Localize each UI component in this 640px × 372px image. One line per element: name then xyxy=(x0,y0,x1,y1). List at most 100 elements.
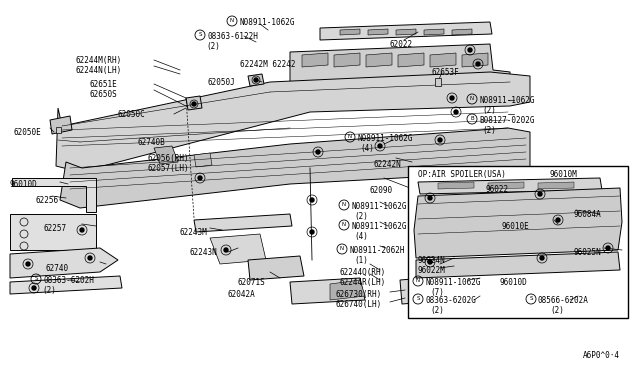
Circle shape xyxy=(538,192,542,196)
Circle shape xyxy=(428,196,432,200)
Polygon shape xyxy=(210,234,266,264)
Circle shape xyxy=(316,150,320,154)
Circle shape xyxy=(254,78,258,82)
Polygon shape xyxy=(50,116,72,134)
Text: 62244R(LH): 62244R(LH) xyxy=(340,278,387,287)
Text: N: N xyxy=(342,222,346,228)
Text: 626740(LH): 626740(LH) xyxy=(336,300,382,309)
Circle shape xyxy=(454,110,458,114)
Text: 62056(RH): 62056(RH) xyxy=(148,154,189,163)
Text: S: S xyxy=(529,296,532,301)
Text: S: S xyxy=(198,32,202,38)
Text: 62050J: 62050J xyxy=(207,78,235,87)
Polygon shape xyxy=(194,153,212,167)
Text: 626730(RH): 626730(RH) xyxy=(336,290,382,299)
Text: N08911-1062G: N08911-1062G xyxy=(479,96,534,105)
Text: 96024N: 96024N xyxy=(418,256,445,265)
Text: N08911-2062H: N08911-2062H xyxy=(349,246,404,255)
Text: 62050C: 62050C xyxy=(118,110,146,119)
Circle shape xyxy=(26,262,30,266)
Text: 62071S: 62071S xyxy=(238,278,266,287)
Text: N08911-1062G: N08911-1062G xyxy=(351,222,406,231)
Circle shape xyxy=(476,62,480,66)
Circle shape xyxy=(198,176,202,180)
Text: 62244N(LH): 62244N(LH) xyxy=(75,66,121,75)
Text: N: N xyxy=(416,279,420,283)
Circle shape xyxy=(192,102,196,106)
Text: 96010M: 96010M xyxy=(549,170,577,179)
Circle shape xyxy=(378,144,382,148)
Text: 62740: 62740 xyxy=(46,264,69,273)
Text: 96010D: 96010D xyxy=(500,278,528,287)
Polygon shape xyxy=(488,182,524,189)
Text: N: N xyxy=(342,202,346,208)
Text: N: N xyxy=(340,247,344,251)
Polygon shape xyxy=(438,182,474,189)
FancyBboxPatch shape xyxy=(408,166,628,318)
Polygon shape xyxy=(320,22,492,40)
Polygon shape xyxy=(452,29,472,35)
Text: N08911-1062G: N08911-1062G xyxy=(357,134,413,143)
Circle shape xyxy=(606,246,610,250)
Bar xyxy=(435,78,441,86)
Text: 62257: 62257 xyxy=(44,224,67,233)
Text: N08911-1062G: N08911-1062G xyxy=(239,18,294,27)
Polygon shape xyxy=(424,29,444,35)
Text: 96084A: 96084A xyxy=(574,210,602,219)
Text: 62653F: 62653F xyxy=(432,68,460,77)
Text: A6P0^0·4: A6P0^0·4 xyxy=(583,351,620,360)
Polygon shape xyxy=(454,280,482,298)
Text: 62243N: 62243N xyxy=(190,248,218,257)
Polygon shape xyxy=(462,53,488,67)
Circle shape xyxy=(32,286,36,290)
Text: 62022: 62022 xyxy=(390,40,413,49)
Polygon shape xyxy=(60,128,530,208)
Text: 08363-6202H: 08363-6202H xyxy=(43,276,94,285)
Polygon shape xyxy=(366,53,392,67)
Text: OP:AIR SPOILER(USA): OP:AIR SPOILER(USA) xyxy=(418,170,506,179)
Circle shape xyxy=(310,230,314,234)
Circle shape xyxy=(310,198,314,202)
Circle shape xyxy=(450,96,454,100)
Text: 62243M: 62243M xyxy=(180,228,208,237)
Polygon shape xyxy=(414,188,622,258)
Circle shape xyxy=(556,218,560,222)
Polygon shape xyxy=(340,29,360,35)
Text: 62042A: 62042A xyxy=(228,290,256,299)
Polygon shape xyxy=(248,74,264,86)
Text: 62242N: 62242N xyxy=(374,160,402,169)
Text: (2): (2) xyxy=(482,106,496,115)
Text: 62256: 62256 xyxy=(36,196,59,205)
Text: 62090: 62090 xyxy=(370,186,393,195)
Text: 62740B: 62740B xyxy=(138,138,166,147)
Text: B08127-0202G: B08127-0202G xyxy=(479,116,534,125)
Polygon shape xyxy=(302,53,328,67)
Text: 96010E: 96010E xyxy=(502,222,530,231)
Text: 62242M 62242: 62242M 62242 xyxy=(240,60,296,69)
Bar xyxy=(56,127,61,133)
Text: S: S xyxy=(416,296,420,301)
Text: S: S xyxy=(35,276,38,282)
Text: 62650S: 62650S xyxy=(90,90,118,99)
Text: 62057(LH): 62057(LH) xyxy=(148,164,189,173)
Text: 08363-6122H: 08363-6122H xyxy=(207,32,258,41)
Polygon shape xyxy=(418,178,602,194)
Text: 08566-6202A: 08566-6202A xyxy=(538,296,589,305)
Polygon shape xyxy=(154,146,178,164)
Polygon shape xyxy=(430,53,456,67)
Polygon shape xyxy=(186,96,202,110)
Text: (2): (2) xyxy=(354,212,368,221)
Polygon shape xyxy=(538,182,574,189)
Text: (2): (2) xyxy=(482,126,496,135)
Text: N08911-1062G: N08911-1062G xyxy=(351,202,406,211)
Polygon shape xyxy=(248,256,304,280)
Text: (7): (7) xyxy=(430,288,444,297)
Text: N: N xyxy=(348,135,352,140)
Text: 62244M(RH): 62244M(RH) xyxy=(75,56,121,65)
Text: 96022M: 96022M xyxy=(418,266,445,275)
Text: (4): (4) xyxy=(360,144,374,153)
Text: 08363-6202G: 08363-6202G xyxy=(425,296,476,305)
Circle shape xyxy=(428,260,432,264)
Polygon shape xyxy=(290,278,365,304)
Text: (2): (2) xyxy=(550,306,564,315)
